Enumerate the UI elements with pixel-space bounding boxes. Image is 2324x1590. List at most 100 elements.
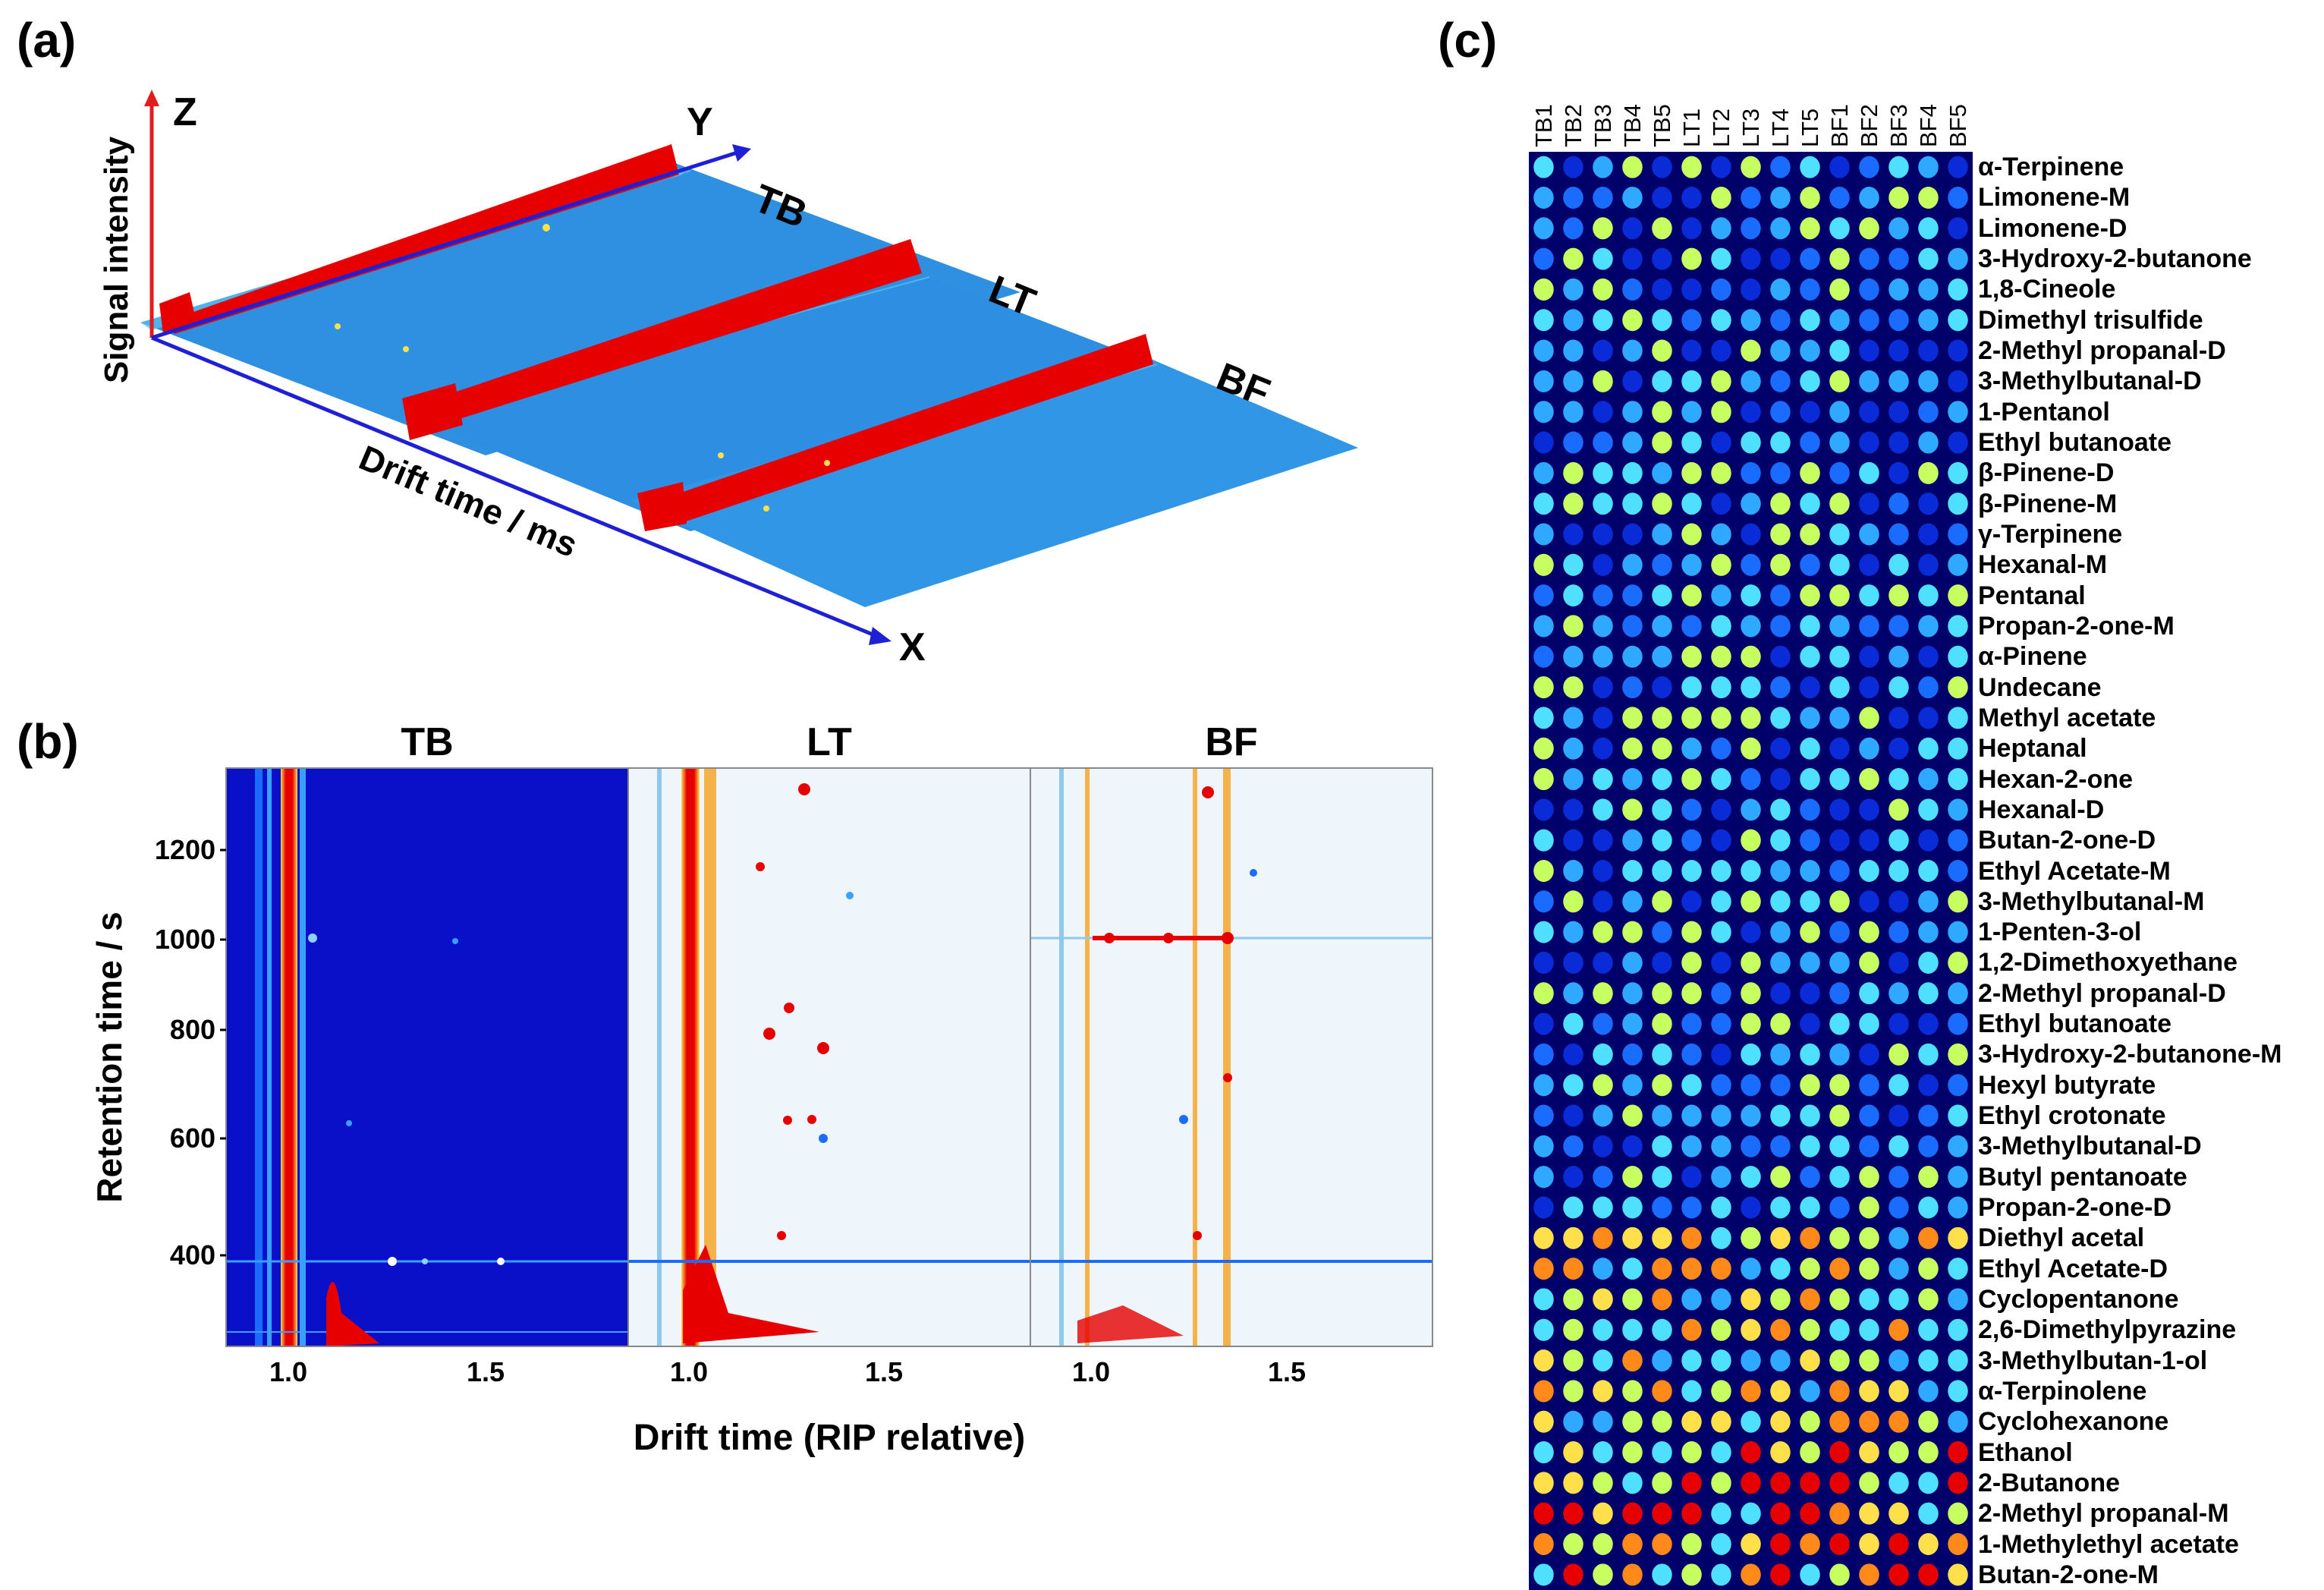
heatmap-cell xyxy=(1829,859,1850,883)
heatmap-cell xyxy=(1829,1258,1850,1280)
heatmap-cell xyxy=(1622,1533,1643,1556)
compound-label: Limonene-D xyxy=(1978,213,2127,243)
heatmap-cell xyxy=(1593,553,1613,576)
heatmap-cell xyxy=(1533,553,1554,576)
heatmap-cell xyxy=(1563,278,1583,301)
heatmap-cell xyxy=(1829,1166,1850,1189)
heatmap-cell xyxy=(1829,523,1850,546)
heatmap-cell xyxy=(1800,1043,1820,1066)
heatmap-cell xyxy=(1622,1380,1643,1403)
heatmap-cell xyxy=(1533,1012,1554,1035)
heatmap-cell xyxy=(1948,156,1968,178)
compound-label: Butan-2-one-M xyxy=(1978,1560,2159,1589)
heatmap-cell xyxy=(1711,247,1731,270)
heatmap-cell xyxy=(1800,1380,1820,1403)
heatmap-cell xyxy=(1829,676,1850,699)
heatmap-cell xyxy=(1711,401,1731,423)
heatmap-cell xyxy=(1741,1563,1761,1586)
heatmap-cell xyxy=(1948,1196,1968,1219)
heatmap-cell xyxy=(1711,737,1731,760)
heatmap-cell xyxy=(1800,798,1820,821)
heatmap-cell xyxy=(1741,768,1761,791)
topo-ridge-bf xyxy=(637,334,1153,531)
heatmap-cell xyxy=(1800,615,1820,638)
heatmap-cell xyxy=(1711,339,1731,362)
sample-label: LT4 xyxy=(1766,108,1794,147)
compound-label: Dimethyl trisulfide xyxy=(1978,305,2203,335)
heatmap-cell xyxy=(1711,309,1731,332)
heatmap-cell xyxy=(1800,1502,1820,1525)
heatmap-cell xyxy=(1948,1074,1968,1097)
heatmap-cell xyxy=(1711,370,1731,392)
heatmap-cell xyxy=(1652,1318,1672,1341)
heatmap-cell xyxy=(1533,1226,1554,1249)
heatmap-cell xyxy=(1829,1043,1850,1066)
heatmap-cell xyxy=(1681,1349,1702,1372)
heatmap-cell xyxy=(1652,523,1672,546)
heatmap-cell xyxy=(1888,1258,1909,1280)
compound-label: β-Pinene-M xyxy=(1978,489,2118,518)
heatmap-cell xyxy=(1533,339,1554,362)
heatmap-cell xyxy=(1652,1074,1672,1097)
heatmap-cell xyxy=(1800,401,1820,423)
heatmap-cell xyxy=(1622,523,1643,546)
heatmap-cell xyxy=(1859,829,1879,852)
axis-y-label: Y xyxy=(687,100,713,144)
axis-z-label: Z xyxy=(173,90,197,134)
heatmap-cell xyxy=(1948,1043,1968,1066)
heatmap-cell xyxy=(1652,309,1672,332)
heatmap-cell xyxy=(1741,951,1761,974)
heatmap-cell xyxy=(1888,676,1909,699)
heatmap-cell xyxy=(1563,798,1583,821)
heatmap-cell xyxy=(1888,768,1909,791)
heatmap-cell xyxy=(1563,1318,1583,1341)
heatmap-cell xyxy=(1741,859,1761,883)
heatmap-cell xyxy=(1681,859,1702,883)
heatmap-cell xyxy=(1681,829,1702,852)
heatmap-cell xyxy=(1681,370,1702,392)
xtick-tb-1-0: 1.0 xyxy=(269,1356,307,1387)
heatmap-cell xyxy=(1533,615,1554,638)
heatmap-cell xyxy=(1859,737,1879,760)
heatmap-cell xyxy=(1770,1410,1791,1433)
heatmap-cell xyxy=(1770,1258,1791,1280)
heatmap-cell xyxy=(1829,1410,1850,1433)
heatmap-cell xyxy=(1770,217,1791,240)
heatmap-cell xyxy=(1888,982,1909,1005)
heatmap-cell xyxy=(1593,1563,1613,1586)
heatmap-cell xyxy=(1888,1502,1909,1525)
heatmap-cell xyxy=(1918,1563,1939,1586)
heatmap-cell xyxy=(1800,707,1820,729)
sample-label: BF4 xyxy=(1914,104,1942,147)
compound-label: 1,2-Dimethoxyethane xyxy=(1978,948,2238,978)
sample-label: TB5 xyxy=(1648,104,1675,147)
heatmap-cell xyxy=(1533,1318,1554,1341)
heatmap-cell xyxy=(1563,1533,1583,1556)
heatmap-cell xyxy=(1533,1502,1554,1525)
heatmap-cell xyxy=(1563,1380,1583,1403)
heatmap-cell xyxy=(1563,890,1583,913)
heatmap-cell xyxy=(1741,553,1761,576)
heatmap-cell xyxy=(1918,1196,1939,1219)
heatmap-cell xyxy=(1888,921,1909,943)
sample-label: BF2 xyxy=(1855,104,1882,147)
heatmap-cell xyxy=(1711,156,1731,178)
heatmap-cell xyxy=(1859,921,1879,943)
heatmap-cell xyxy=(1711,768,1731,791)
sample-label: BF1 xyxy=(1826,104,1853,147)
heatmap-cell xyxy=(1948,1104,1968,1127)
heatmap-cell xyxy=(1593,278,1613,301)
heatmap-cell xyxy=(1681,1043,1702,1066)
heatmap-cell xyxy=(1918,1441,1939,1464)
heatmap-cell xyxy=(1770,401,1791,423)
heatmap-cell xyxy=(1533,1074,1554,1097)
heatmap-cell xyxy=(1859,584,1879,607)
heatmap-cell xyxy=(1800,645,1820,668)
sample-label: BF3 xyxy=(1885,104,1912,147)
heatmap-cell xyxy=(1918,615,1939,638)
xtick-lt-1-0: 1.0 xyxy=(670,1356,708,1387)
heatmap-cell xyxy=(1563,921,1583,943)
compound-label: Cyclohexanone xyxy=(1978,1407,2169,1437)
heatmap-cell xyxy=(1681,1502,1702,1525)
axis-y-line xyxy=(151,150,741,340)
